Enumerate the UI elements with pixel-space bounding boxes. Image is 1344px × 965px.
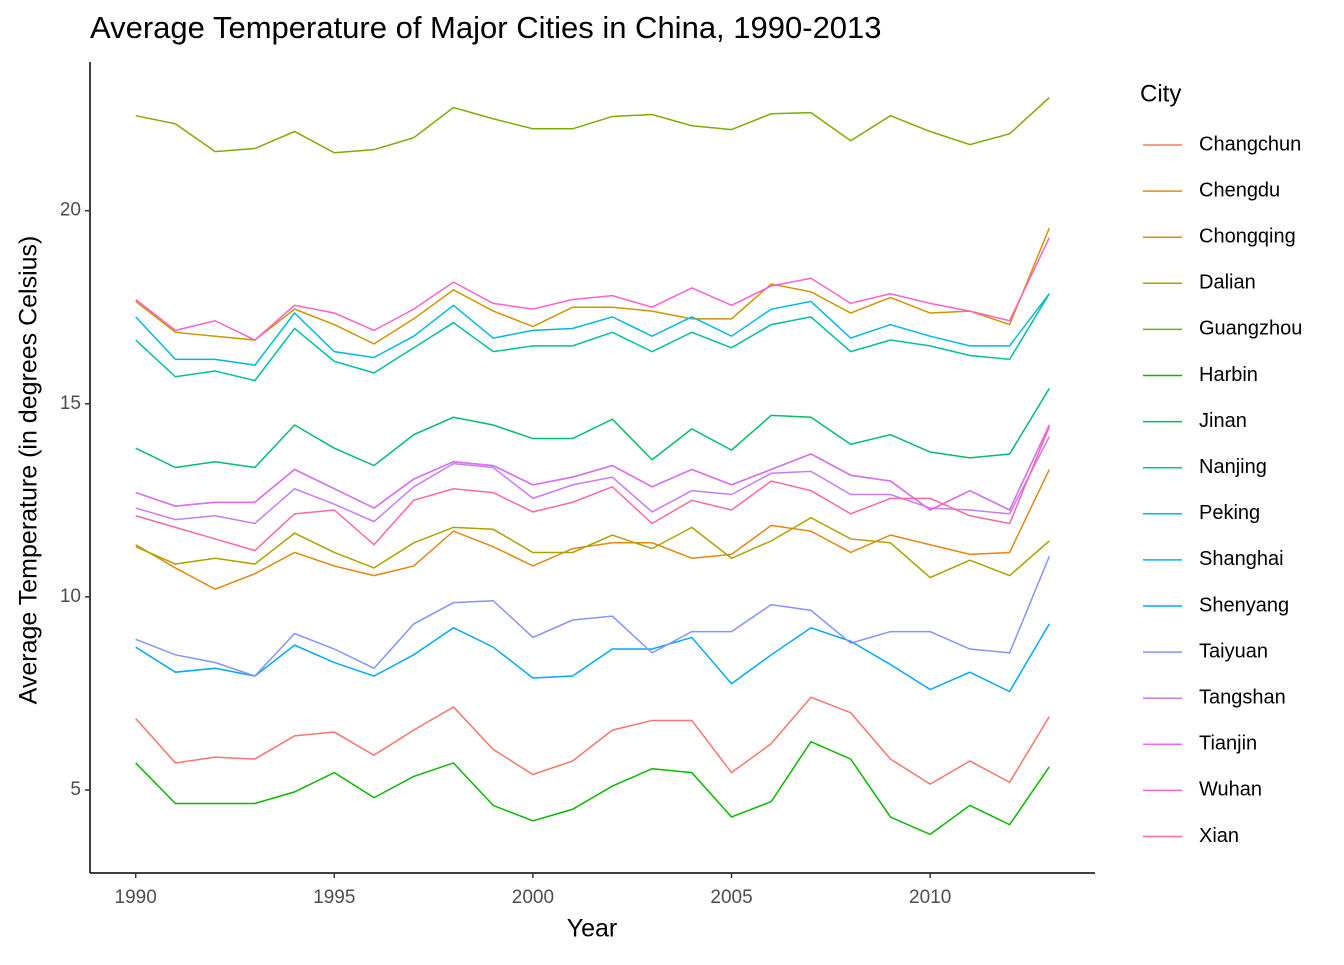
legend-label: Harbin xyxy=(1199,364,1258,386)
series-line xyxy=(135,293,1050,382)
series-line xyxy=(135,516,1050,579)
series-line xyxy=(135,436,1050,525)
series-line xyxy=(135,424,1050,511)
x-axis-label: Year xyxy=(567,915,618,943)
legend-label: Tangshan xyxy=(1199,686,1286,708)
legend-label: Taiyuan xyxy=(1199,640,1268,662)
legend-label: Xian xyxy=(1199,825,1239,847)
legend-label: Tianjin xyxy=(1199,733,1257,755)
legend-label: Jinan xyxy=(1199,410,1247,432)
x-tick-label: 1995 xyxy=(313,887,355,908)
x-tick-label: 2005 xyxy=(710,887,752,908)
legend-label: Shenyang xyxy=(1199,594,1289,616)
series-line xyxy=(135,623,1050,693)
series-line xyxy=(135,469,1050,590)
legend-label: Chengdu xyxy=(1199,179,1280,201)
series-line xyxy=(135,387,1050,469)
legend-label: Shanghai xyxy=(1199,548,1284,570)
y-tick-label: 20 xyxy=(60,200,81,221)
series-line xyxy=(135,556,1051,677)
x-tick-label: 1990 xyxy=(115,887,157,908)
series-line xyxy=(135,696,1050,786)
series-line xyxy=(135,96,1050,154)
y-axis-label: Average Temperature (in degrees Celsius) xyxy=(15,236,43,705)
y-tick-label: 10 xyxy=(60,586,81,607)
y-tick-label: 5 xyxy=(70,779,81,800)
series-line xyxy=(135,426,1051,552)
legend-label: Wuhan xyxy=(1199,779,1262,801)
y-tick-label: 15 xyxy=(60,393,81,414)
legend-label: Chongqing xyxy=(1199,225,1296,247)
legend-label: Peking xyxy=(1199,502,1260,524)
legend-label: Changchun xyxy=(1199,133,1301,155)
chart-title: Average Temperature of Major Cities in C… xyxy=(90,10,882,45)
legend-title: City xyxy=(1140,80,1181,107)
series-line xyxy=(135,237,1050,341)
series-line xyxy=(135,227,1051,345)
x-tick-label: 2010 xyxy=(909,887,951,908)
legend-label: Nanjing xyxy=(1199,456,1267,478)
series-line xyxy=(135,293,1050,366)
series-line xyxy=(135,740,1050,836)
legend-label: Dalian xyxy=(1199,272,1256,294)
legend-label: Guangzhou xyxy=(1199,318,1302,340)
x-tick-label: 2000 xyxy=(512,887,554,908)
